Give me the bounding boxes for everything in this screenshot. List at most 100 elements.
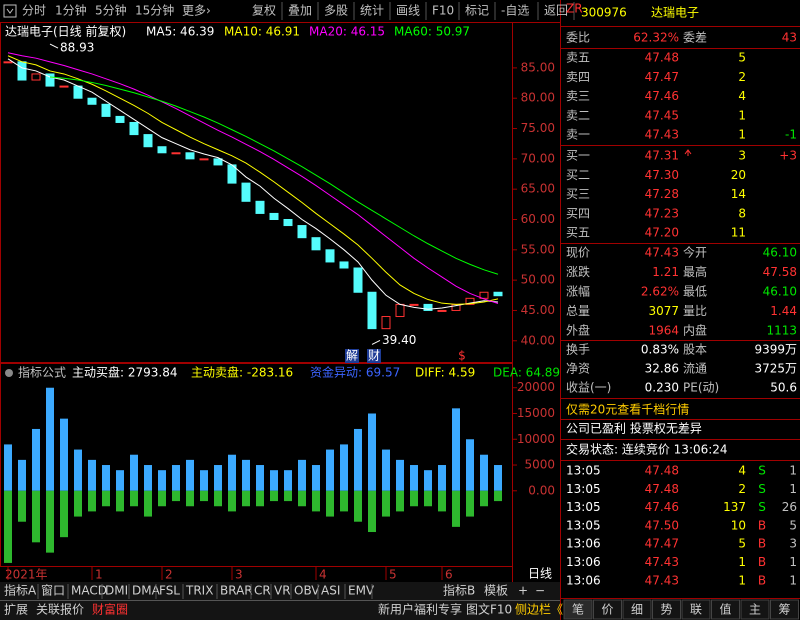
panel-tab[interactable] [681,599,711,620]
candle [325,249,335,263]
flow-bar [326,449,334,491]
candle [339,261,349,269]
book-volume: 1 [738,128,746,142]
bottom-link[interactable]: 关联报价 [36,602,84,617]
indicator-title: 指标公式 [18,365,66,380]
toolbar-item[interactable]: 叠加 [288,4,312,18]
indicator-tab[interactable]: CR [254,584,271,598]
candle [87,97,97,105]
stock-name: 达瑞电子 [651,6,699,20]
notice[interactable]: 仅需20元查看千档行情 [566,403,689,417]
indicator-tab[interactable]: 指标B [443,583,475,598]
panel-tab-label[interactable]: 值 [719,602,731,617]
y-tick-label: 20000 [517,380,555,394]
flow-bar [102,490,110,507]
annotation-pointer [49,43,59,49]
stat-label: 量比 [683,304,707,318]
panel-tab[interactable] [563,599,593,620]
trade-count: 5 [789,518,797,532]
indicator-tab[interactable]: MACD [71,584,107,598]
book-label: 卖二 [566,108,590,122]
event-label[interactable]: 财 [368,349,380,363]
flow-bar [4,490,12,563]
panel-tab[interactable] [711,599,740,620]
bottom-link[interactable]: 侧边栏《 [515,602,563,617]
toolbar-item[interactable]: 多股 [324,4,348,18]
indicator-tab[interactable]: + [518,584,528,598]
panel-tab-label[interactable]: 势 [660,603,672,617]
toolbar-item[interactable]: 画线 [396,4,420,18]
flow-bar [270,490,278,502]
indicator-tab[interactable]: BRAR [220,584,253,598]
trade-side: B [758,518,766,532]
toolbar-item[interactable]: F10 [432,4,454,18]
bottom-link[interactable]: 图文F10 [466,602,512,617]
stat-value: 46.10 [763,285,797,299]
x-tick-label: 4 [319,568,327,582]
ma-line [49,76,499,275]
bottom-link[interactable]: 新用户福利专享 [378,602,462,617]
indicator-tab[interactable]: 模板 [484,584,508,598]
trade-price: 47.43 [645,573,679,587]
indicator-tab[interactable]: − [535,584,545,598]
toolbar-item[interactable]: 1分钟 [55,3,87,18]
panel-tab[interactable] [622,599,652,620]
panel-tab-label[interactable]: 笔 [572,602,584,617]
toolbar-item[interactable]: -自选 [501,4,529,18]
toolbar-item[interactable]: 标记 [465,4,489,18]
y-tick-label: 15000 [517,406,555,420]
panel-tab[interactable] [593,599,622,620]
panel-tab-label[interactable]: 主 [749,603,761,617]
event-label[interactable]: 解 [346,349,358,363]
panel-tab[interactable] [770,599,799,620]
flow-bar [256,465,264,491]
flow-bar [130,490,138,507]
flow-bar [466,439,474,491]
book-price: 47.47 [645,70,679,84]
stat-label: 涨幅 [566,284,590,299]
book-label: 卖三 [566,89,590,103]
menu-icon[interactable] [3,4,17,18]
flow-bar [74,490,82,517]
toolbar-item[interactable]: 5分钟 [95,3,127,18]
trade-price: 47.47 [645,537,679,551]
book-label: 卖一 [566,128,590,142]
event-label[interactable]: $ [458,349,466,363]
y-tick-label: 70.00 [521,151,555,165]
panel-tab-label[interactable]: 价 [601,603,613,617]
flow-bar [396,459,404,491]
indicator-tab[interactable]: FSL [159,584,180,598]
indicator-tab[interactable]: DMA [132,584,161,598]
indicator-tab[interactable]: DMI [105,584,128,598]
toolbar-item[interactable]: 更多› [182,4,211,18]
flow-bar [200,470,208,491]
candle [409,303,419,306]
panel-tab-label[interactable]: 筹 [778,603,790,617]
panel-tab-label[interactable]: 联 [690,603,702,617]
book-price: 47.20 [645,226,679,240]
toolbar-item[interactable]: 分时 [22,4,46,18]
panel-tab-label[interactable]: 细 [631,603,643,617]
flow-bar [60,418,68,491]
toolbar-item[interactable]: 15分钟 [135,3,174,18]
event-marker[interactable] [367,349,381,363]
indicator-tab[interactable]: OBV [294,584,320,598]
flow-bar [256,490,264,507]
trade-time: 13:05 [566,482,601,496]
indicator-icon[interactable] [5,369,13,377]
indicator-tab[interactable]: 窗口 [41,584,65,598]
trade-time: 13:05 [566,500,601,514]
toolbar-item[interactable]: 返回 [544,4,568,18]
toolbar-item[interactable]: 统计 [360,4,384,18]
event-marker[interactable] [345,349,359,363]
panel-tab[interactable] [740,599,770,620]
bottom-link[interactable]: 扩展 [4,603,28,617]
indicator-tab[interactable]: ASI [321,584,340,598]
indicator-tab[interactable]: VR [274,584,291,598]
indicator-tab[interactable]: 指标A [4,583,37,598]
panel-tab[interactable] [652,599,681,620]
bottom-link[interactable]: 财富圈 [92,602,128,617]
toolbar-item[interactable]: 复权 [252,4,276,18]
indicator-tab[interactable]: EMV [348,584,375,598]
indicator-tab[interactable]: TRIX [185,584,213,598]
